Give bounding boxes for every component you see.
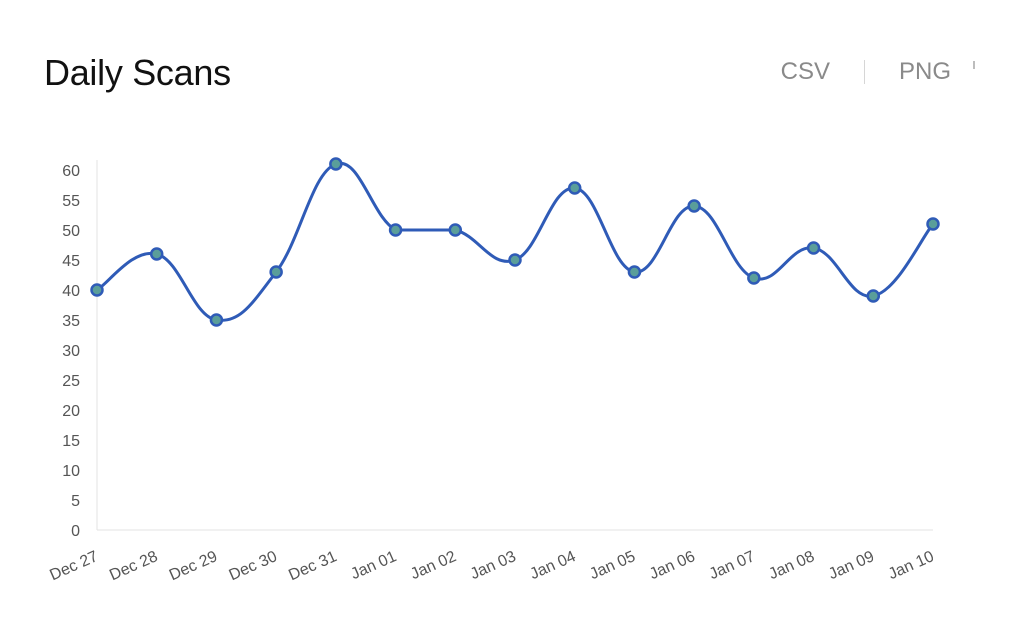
x-tick-label: Jan 07 <box>707 548 758 583</box>
x-tick-label: Jan 03 <box>468 548 519 583</box>
x-tick-label: Jan 02 <box>408 548 459 583</box>
y-tick-label: 10 <box>62 463 80 480</box>
y-tick-label: 5 <box>71 493 80 510</box>
x-tick-label: Jan 01 <box>348 548 399 583</box>
data-point[interactable] <box>567 181 582 195</box>
x-tick-label: Dec 30 <box>227 548 280 584</box>
data-point[interactable] <box>866 289 881 303</box>
y-tick-label: 45 <box>62 253 80 270</box>
data-point[interactable] <box>627 265 642 279</box>
y-tick-label: 30 <box>62 343 80 360</box>
x-tick-label: Jan 05 <box>587 548 638 583</box>
data-point[interactable] <box>508 253 522 267</box>
data-point[interactable] <box>90 283 104 297</box>
x-tick-label: Dec 28 <box>107 548 160 584</box>
x-tick-label: Jan 06 <box>647 548 698 583</box>
y-tick-label: 20 <box>62 403 80 420</box>
export-csv-button[interactable]: CSV <box>780 58 830 85</box>
y-tick-label: 55 <box>62 193 80 210</box>
export-png-button[interactable]: PNG <box>898 58 951 85</box>
data-point[interactable] <box>388 223 403 237</box>
x-tick-label: Jan 04 <box>528 548 579 583</box>
series-group <box>90 157 940 327</box>
data-point[interactable] <box>269 265 283 279</box>
x-tick-label: Jan 08 <box>766 548 817 583</box>
x-tick-label: Dec 27 <box>47 548 100 584</box>
x-tick-label: Jan 10 <box>886 548 937 583</box>
data-point[interactable] <box>329 157 343 171</box>
export-divider <box>863 60 865 84</box>
data-point[interactable] <box>149 247 164 261</box>
y-tick-label: 60 <box>62 163 80 180</box>
data-point[interactable] <box>209 313 224 327</box>
data-point[interactable] <box>747 271 761 285</box>
y-axis: 0 5 10 15 20 25 30 35 40 45 50 55 60 <box>62 160 98 540</box>
data-point[interactable] <box>806 241 821 255</box>
y-tick-label: 40 <box>62 283 80 300</box>
y-tick-label: 0 <box>71 523 80 540</box>
x-tick-label: Jan 09 <box>826 548 877 583</box>
overflow-indicator <box>973 61 975 69</box>
data-point[interactable] <box>926 217 940 231</box>
export-controls: CSV PNG <box>781 58 951 86</box>
y-tick-label: 35 <box>62 313 80 330</box>
data-point[interactable] <box>448 223 463 237</box>
chart-title: Daily Scans <box>44 52 231 93</box>
x-axis: Dec 27 Dec 28 Dec 29 Dec 30 Dec 31 Jan 01 Jan … <box>47 529 937 584</box>
y-tick-label: 50 <box>62 223 80 240</box>
y-tick-label: 25 <box>62 373 80 390</box>
x-tick-label: Dec 29 <box>167 548 220 584</box>
y-tick-label: 15 <box>62 433 80 450</box>
x-tick-label: Dec 31 <box>286 548 339 584</box>
series-line <box>96 161 935 322</box>
data-point[interactable] <box>687 199 701 213</box>
